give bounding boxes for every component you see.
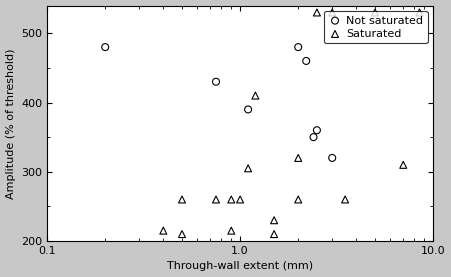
Not saturated: [303, 59, 310, 63]
Not saturated: [329, 156, 336, 160]
Saturated: [236, 197, 244, 202]
Saturated: [179, 197, 186, 202]
Saturated: [252, 93, 259, 98]
Saturated: [228, 229, 235, 233]
Saturated: [212, 197, 220, 202]
Saturated: [160, 229, 167, 233]
Saturated: [341, 197, 349, 202]
Saturated: [416, 10, 423, 15]
Not saturated: [212, 79, 220, 84]
Saturated: [228, 197, 235, 202]
Saturated: [313, 10, 321, 15]
Saturated: [400, 163, 407, 167]
Saturated: [244, 166, 252, 171]
Saturated: [295, 156, 302, 160]
Saturated: [372, 10, 379, 15]
Saturated: [329, 10, 336, 15]
Saturated: [271, 232, 278, 236]
Saturated: [295, 197, 302, 202]
X-axis label: Through-wall extent (mm): Through-wall extent (mm): [167, 261, 313, 271]
Legend: Not saturated, Saturated: Not saturated, Saturated: [324, 11, 428, 43]
Not saturated: [101, 45, 109, 49]
Y-axis label: Amplitude (% of threshold): Amplitude (% of threshold): [5, 48, 15, 199]
Not saturated: [295, 45, 302, 49]
Not saturated: [310, 135, 317, 139]
Not saturated: [313, 128, 321, 132]
Saturated: [271, 218, 278, 222]
Saturated: [179, 232, 186, 236]
Not saturated: [244, 107, 252, 112]
